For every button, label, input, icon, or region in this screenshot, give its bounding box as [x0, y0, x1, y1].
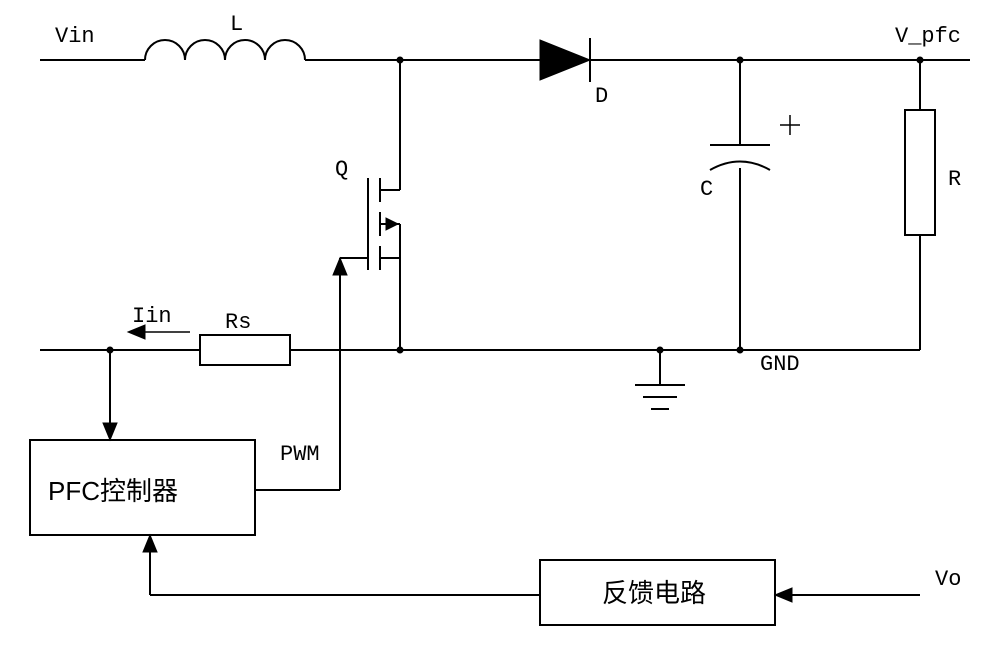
circuit-diagram: Vin L D V_pfc C R Q Rs Iin PWM GND Vo PF…: [0, 0, 1000, 652]
label-PWM: PWM: [280, 442, 320, 467]
label-R: R: [948, 167, 961, 192]
label-GND: GND: [760, 352, 800, 377]
wire-feedback-to-pfc: [143, 535, 540, 595]
label-vin: Vin: [55, 24, 95, 49]
resistor-R: [905, 60, 935, 350]
label-feedback: 反馈电路: [602, 578, 706, 608]
resistor-Rs: [40, 335, 290, 365]
label-pfc-controller: PFC控制器: [48, 476, 178, 506]
ground-symbol: [635, 350, 685, 409]
label-L: L: [230, 12, 243, 37]
label-D: D: [595, 84, 608, 109]
label-Rs: Rs: [225, 310, 251, 335]
node-c-bot: [737, 347, 743, 353]
arrow-iin-to-pfc: [103, 423, 117, 440]
inductor-L: [145, 40, 305, 60]
label-Q: Q: [335, 157, 348, 182]
mosfet-Q: [340, 60, 400, 350]
capacitor-C: [710, 60, 800, 350]
label-C: C: [700, 177, 713, 202]
label-vpfc: V_pfc: [895, 24, 961, 49]
label-Iin: Iin: [132, 304, 172, 329]
label-Vo: Vo: [935, 567, 961, 592]
wire-vo-in: [775, 588, 920, 602]
